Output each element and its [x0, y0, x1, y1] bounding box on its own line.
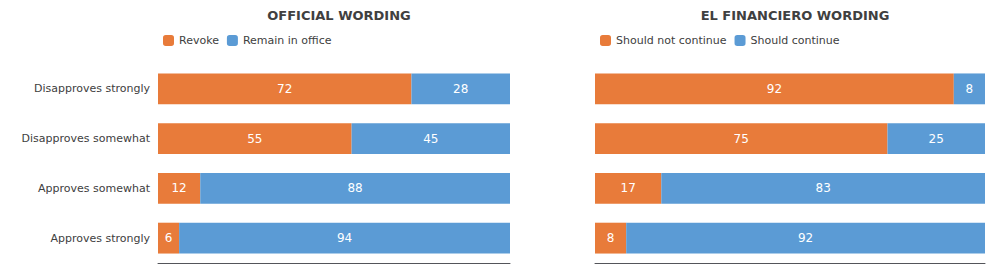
svg-text:17: 17 — [621, 181, 636, 195]
svg-text:OFFICIAL WORDING: OFFICIAL WORDING — [267, 8, 410, 23]
svg-text:8: 8 — [966, 82, 974, 96]
svg-text:25: 25 — [929, 132, 944, 146]
svg-text:8: 8 — [607, 231, 615, 245]
svg-text:92: 92 — [798, 231, 813, 245]
svg-text:28: 28 — [453, 82, 468, 96]
svg-text:Remain in office: Remain in office — [243, 34, 332, 47]
svg-text:94: 94 — [337, 231, 352, 245]
svg-text:45: 45 — [423, 132, 438, 146]
svg-text:88: 88 — [347, 181, 362, 195]
svg-text:Approves strongly: Approves strongly — [50, 232, 150, 245]
svg-text:Disapproves somewhat: Disapproves somewhat — [22, 132, 151, 145]
svg-text:83: 83 — [816, 181, 831, 195]
svg-text:6: 6 — [165, 231, 173, 245]
svg-text:12: 12 — [171, 181, 186, 195]
svg-text:72: 72 — [277, 82, 292, 96]
svg-text:Disapproves strongly: Disapproves strongly — [34, 82, 151, 95]
svg-text:EL FINANCIERO WORDING: EL FINANCIERO WORDING — [701, 8, 890, 23]
svg-text:Revoke: Revoke — [179, 34, 219, 47]
svg-text:Approves somewhat: Approves somewhat — [38, 182, 151, 195]
svg-text:Should not continue: Should not continue — [616, 34, 727, 47]
svg-text:75: 75 — [734, 132, 749, 146]
svg-text:92: 92 — [767, 82, 782, 96]
svg-text:55: 55 — [247, 132, 262, 146]
svg-text:Should continue: Should continue — [751, 34, 840, 47]
